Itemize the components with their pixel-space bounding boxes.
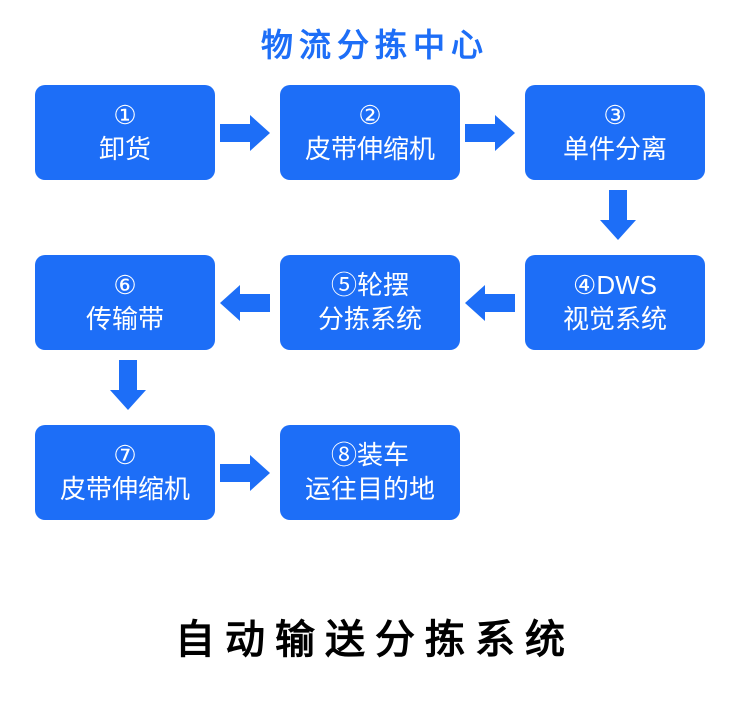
node-line1: ⑥ [113, 269, 136, 303]
diagram-title: 物流分拣中心 [0, 20, 750, 66]
arrow-right-icon [465, 115, 515, 151]
node-line1: ⑧装车 [331, 439, 409, 473]
node-line2: 运往目的地 [305, 473, 435, 507]
node-line2: 分拣系统 [318, 303, 422, 337]
node-line1: ① [113, 99, 136, 133]
arrow-right-icon [220, 115, 270, 151]
flow-node-n7: ⑦皮带伸缩机 [35, 425, 215, 520]
arrow-down-icon [600, 190, 636, 240]
node-line1: ④DWS [573, 269, 657, 303]
node-line1: ③ [603, 99, 626, 133]
flow-node-n8: ⑧装车运往目的地 [280, 425, 460, 520]
flow-node-n3: ③单件分离 [525, 85, 705, 180]
arrow-left-icon [465, 285, 515, 321]
arrow-left-icon [220, 285, 270, 321]
node-line1: ⑤轮摆 [331, 269, 409, 303]
flow-node-n4: ④DWS视觉系统 [525, 255, 705, 350]
arrow-right-icon [220, 455, 270, 491]
flow-node-n2: ②皮带伸缩机 [280, 85, 460, 180]
node-line2: 皮带伸缩机 [305, 133, 435, 167]
arrow-down-icon [110, 360, 146, 410]
flow-node-n5: ⑤轮摆分拣系统 [280, 255, 460, 350]
node-line1: ⑦ [113, 439, 136, 473]
node-line2: 卸货 [99, 133, 151, 167]
flow-node-n6: ⑥传输带 [35, 255, 215, 350]
node-line1: ② [358, 99, 381, 133]
flow-node-n1: ①卸货 [35, 85, 215, 180]
diagram-subtitle: 自动输送分拣系统 [0, 607, 750, 665]
node-line2: 传输带 [86, 303, 164, 337]
node-line2: 视觉系统 [563, 303, 667, 337]
node-line2: 单件分离 [563, 133, 667, 167]
node-line2: 皮带伸缩机 [60, 473, 190, 507]
